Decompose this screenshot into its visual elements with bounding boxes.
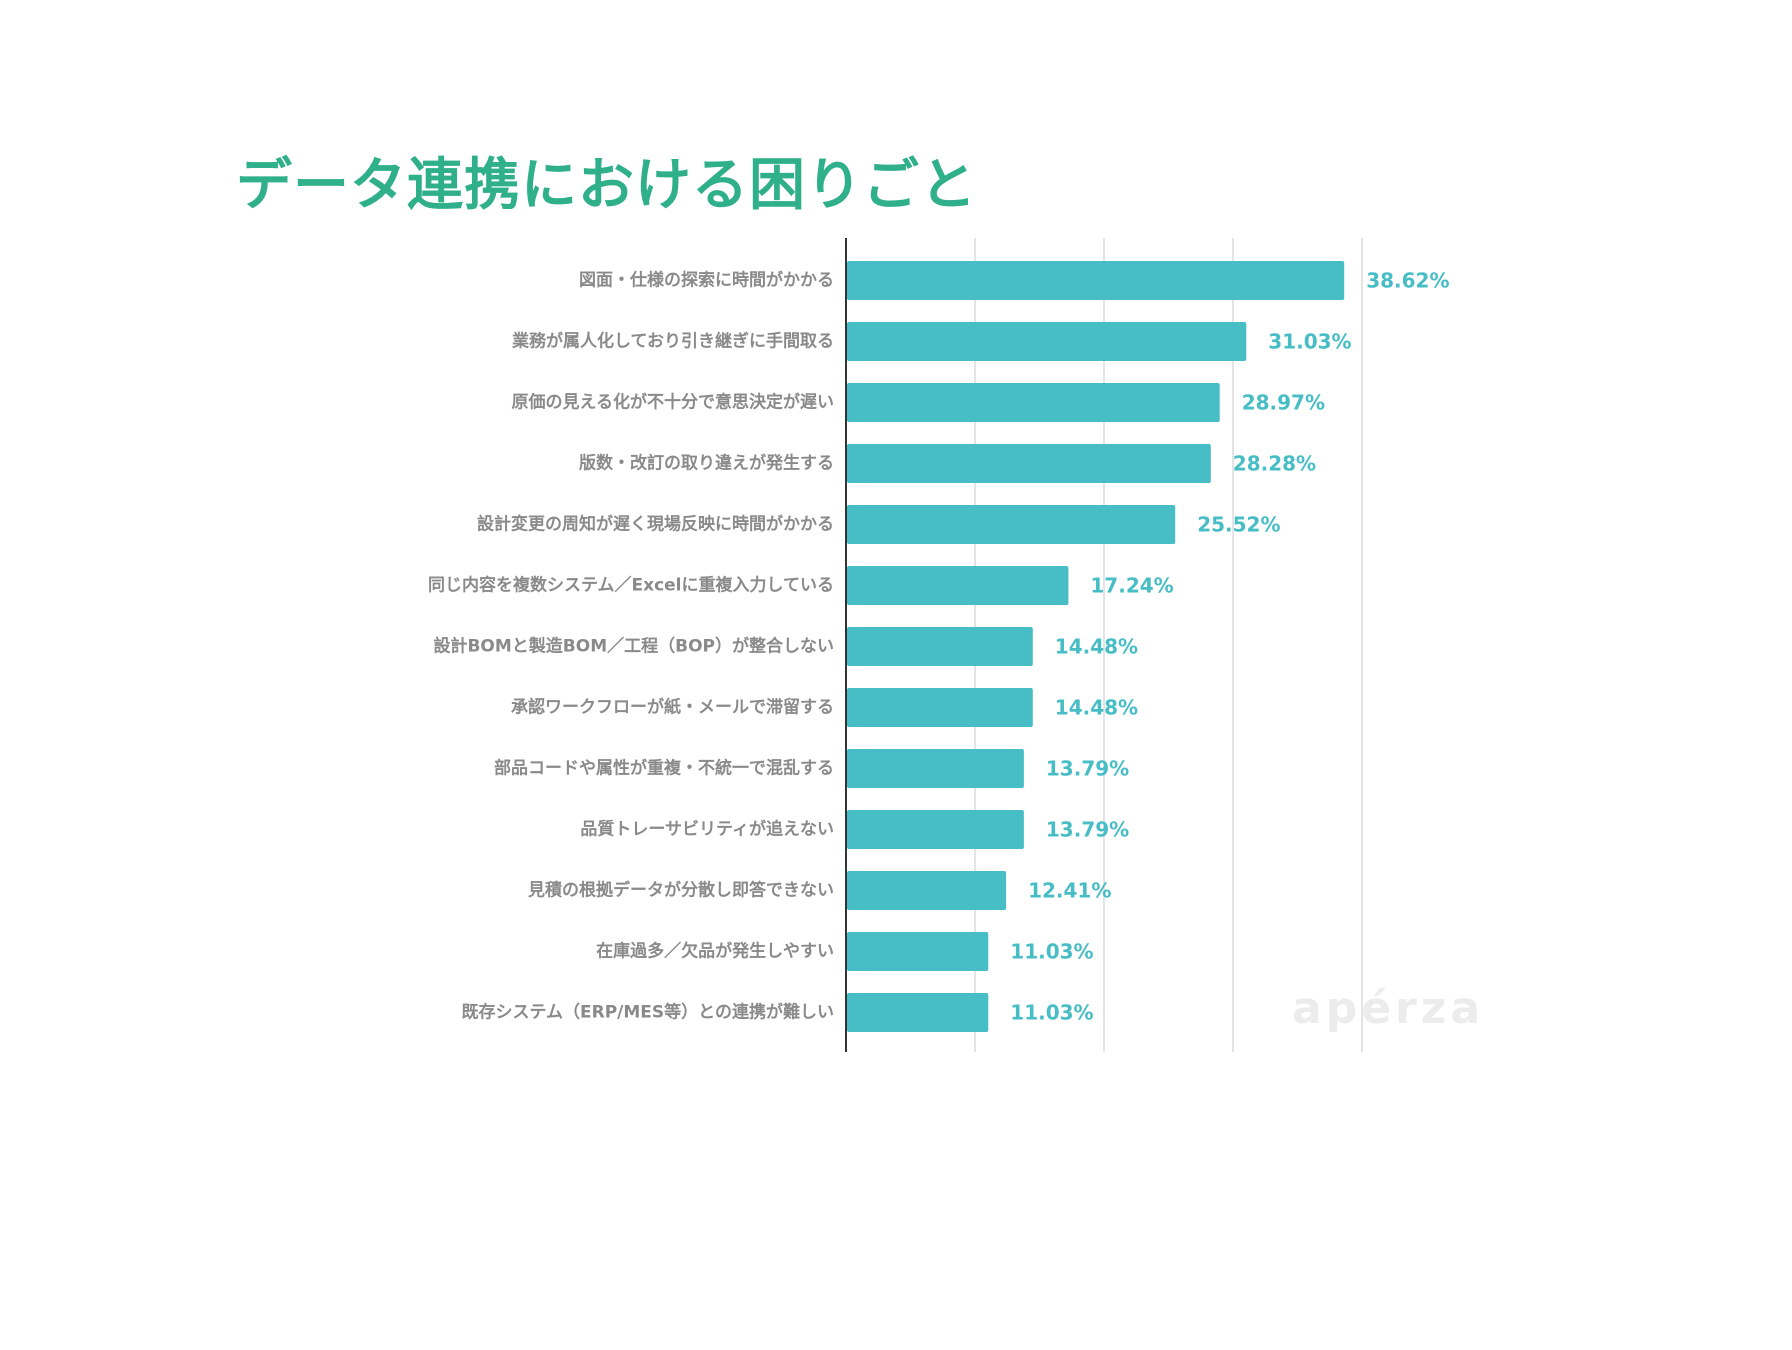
category-label-10: 品質トレーサビリティが追えない	[580, 819, 834, 840]
bar-11	[847, 871, 1007, 910]
category-label-13: 既存システム（ERP/MES等）との連携が難しい	[462, 1002, 834, 1023]
value-label-8: 14.48%	[1055, 696, 1138, 720]
category-label-8: 承認ワークフローが紙・メールで滞留する	[511, 697, 834, 718]
value-label-10: 13.79%	[1046, 818, 1129, 842]
value-label-7: 14.48%	[1055, 635, 1138, 659]
bar-5	[847, 505, 1176, 544]
value-label-13: 11.03%	[1010, 1001, 1093, 1025]
bar-1	[847, 261, 1345, 300]
value-label-3: 28.97%	[1242, 391, 1325, 415]
bars	[847, 261, 1345, 1032]
aperza-watermark: apérza	[1292, 983, 1484, 1034]
category-label-6: 同じ内容を複数システム／Excelに重複入力している	[428, 575, 834, 596]
value-label-6: 17.24%	[1090, 574, 1173, 598]
category-label-2: 業務が属人化しており引き継ぎに手間取る	[512, 331, 834, 352]
bar-7	[847, 627, 1033, 666]
value-label-9: 13.79%	[1046, 757, 1129, 781]
category-label-7: 設計BOMと製造BOM／工程（BOP）が整合しない	[433, 636, 834, 657]
category-labels: 図面・仕様の探索に時間がかかる業務が属人化しており引き継ぎに手間取る原価の見える…	[428, 270, 834, 1023]
bar-13	[847, 993, 989, 1032]
bar-4	[847, 444, 1211, 483]
category-label-3: 原価の見える化が不十分で意思決定が遅い	[512, 392, 835, 413]
value-label-2: 31.03%	[1268, 330, 1351, 354]
bar-12	[847, 932, 989, 971]
bar-9	[847, 749, 1024, 788]
bar-2	[847, 322, 1247, 361]
bar-10	[847, 810, 1024, 849]
grid-lines	[974, 238, 1363, 1052]
value-label-5: 25.52%	[1197, 513, 1280, 537]
value-label-4: 28.28%	[1233, 452, 1316, 476]
category-label-5: 設計変更の周知が遅く現場反映に時間がかかる	[477, 514, 834, 535]
value-label-12: 11.03%	[1010, 940, 1093, 964]
value-label-1: 38.62%	[1366, 269, 1449, 293]
category-label-12: 在庫過多／欠品が発生しやすい	[596, 941, 834, 962]
bar-8	[847, 688, 1033, 727]
category-label-11: 見積の根拠データが分散し即答できない	[527, 880, 834, 901]
bar-3	[847, 383, 1220, 422]
value-label-11: 12.41%	[1028, 879, 1111, 903]
value-labels: 38.62% 31.03% 28.97% 28.28% 25.52% 17.24% 14.4…	[1010, 269, 1449, 1025]
bar-6	[847, 566, 1069, 605]
category-label-1: 図面・仕様の探索に時間がかかる	[579, 270, 834, 291]
category-label-9: 部品コードや属性が重複・不統一で混乱する	[494, 758, 834, 779]
category-label-4: 版数・改訂の取り違えが発生する	[579, 453, 834, 474]
chart-title: データ連携における困りごと	[236, 153, 977, 218]
